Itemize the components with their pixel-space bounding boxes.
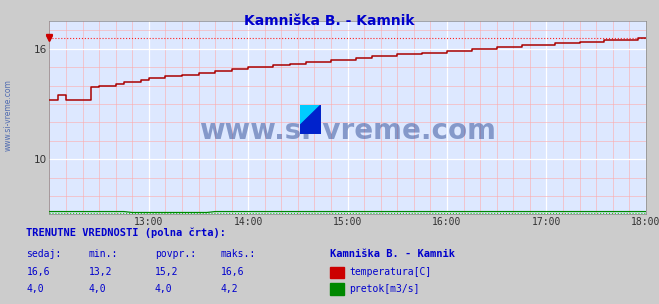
Polygon shape bbox=[300, 105, 321, 134]
Text: 16,6: 16,6 bbox=[26, 267, 50, 277]
Text: maks.:: maks.: bbox=[221, 249, 256, 259]
Text: 4,0: 4,0 bbox=[89, 284, 107, 294]
Text: min.:: min.: bbox=[89, 249, 119, 259]
Text: Kamniška B. - Kamnik: Kamniška B. - Kamnik bbox=[244, 14, 415, 28]
Text: 4,0: 4,0 bbox=[26, 284, 44, 294]
Text: 16,6: 16,6 bbox=[221, 267, 244, 277]
Text: temperatura[C]: temperatura[C] bbox=[349, 267, 432, 277]
Polygon shape bbox=[300, 105, 321, 126]
Text: povpr.:: povpr.: bbox=[155, 249, 196, 259]
Text: sedaj:: sedaj: bbox=[26, 249, 61, 259]
Text: 15,2: 15,2 bbox=[155, 267, 179, 277]
Text: 4,2: 4,2 bbox=[221, 284, 239, 294]
Text: Kamniška B. - Kamnik: Kamniška B. - Kamnik bbox=[330, 249, 455, 259]
Text: www.si-vreme.com: www.si-vreme.com bbox=[3, 80, 13, 151]
Text: www.si-vreme.com: www.si-vreme.com bbox=[199, 117, 496, 145]
Text: TRENUTNE VREDNOSTI (polna črta):: TRENUTNE VREDNOSTI (polna črta): bbox=[26, 227, 226, 238]
Text: pretok[m3/s]: pretok[m3/s] bbox=[349, 284, 420, 294]
Text: 13,2: 13,2 bbox=[89, 267, 113, 277]
Text: 4,0: 4,0 bbox=[155, 284, 173, 294]
